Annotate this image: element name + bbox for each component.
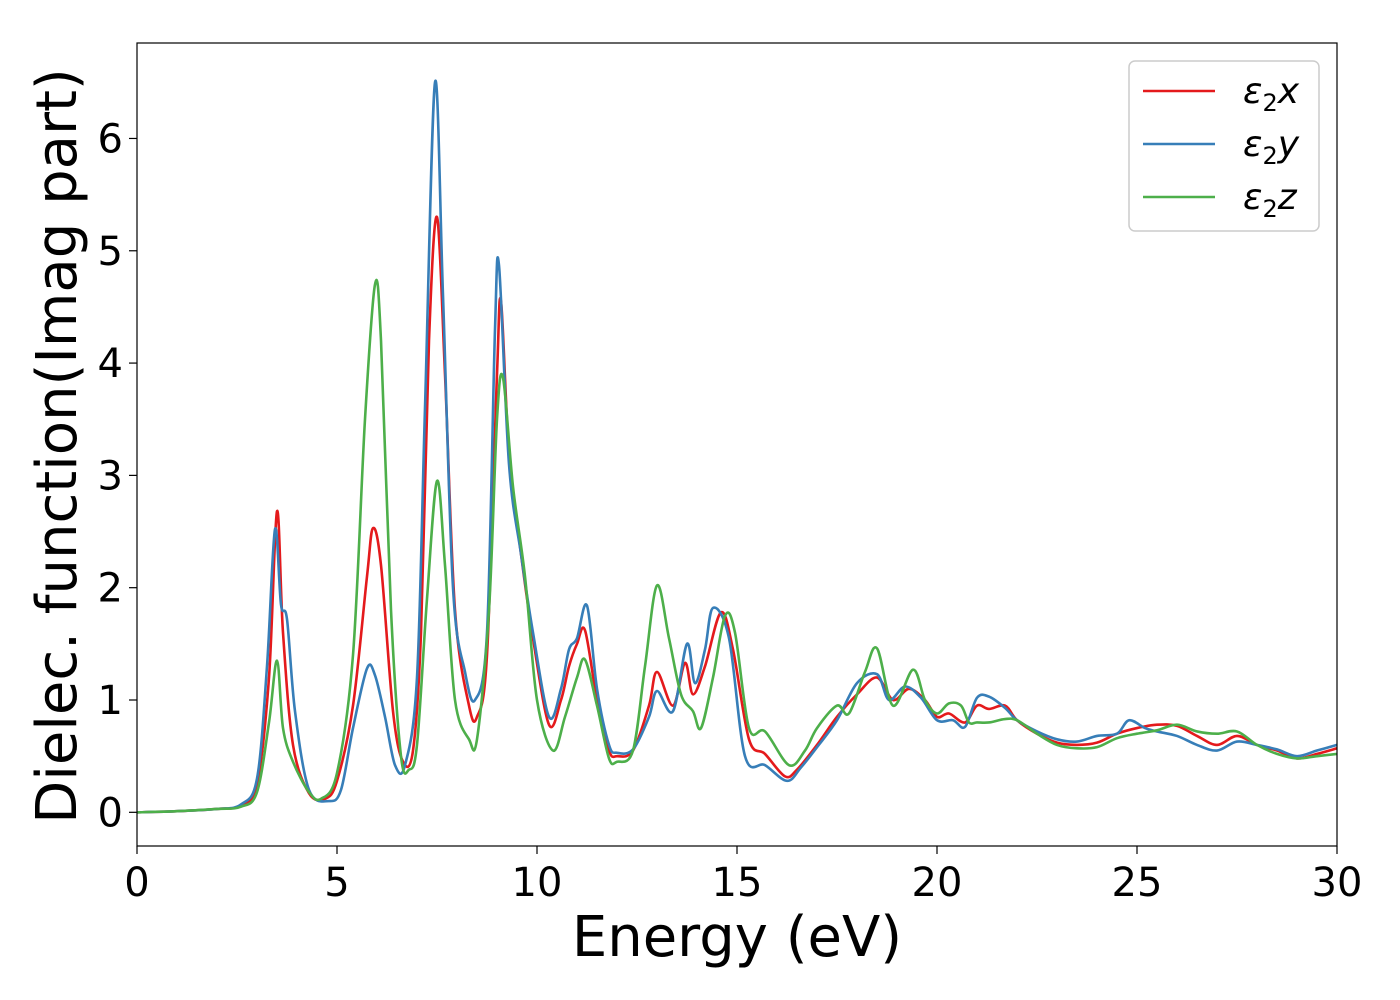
legend: ε2x ε2y ε2z xyxy=(1128,60,1320,232)
x-tick-label: 25 xyxy=(1112,860,1163,906)
y-axis-title: Dielec. function(Imag part) xyxy=(25,68,90,824)
y-tick-label: 2 xyxy=(98,566,123,612)
plot-frame xyxy=(136,42,1338,847)
y-axis-ticks: 0 1 2 3 4 5 6 xyxy=(98,116,137,836)
y-tick-label: 5 xyxy=(98,229,123,275)
legend-label-eps2z: ε2z xyxy=(1243,177,1298,223)
x-tick-label: 20 xyxy=(912,860,963,906)
x-axis-ticks: 0 5 10 15 20 25 30 xyxy=(124,846,1362,906)
x-tick-label: 15 xyxy=(712,860,763,906)
y-tick-label: 3 xyxy=(98,453,123,499)
x-tick-label: 0 xyxy=(124,860,149,906)
legend-label-eps2y: ε2y xyxy=(1243,124,1300,170)
x-tick-label: 10 xyxy=(512,860,563,906)
y-tick-label: 4 xyxy=(98,341,123,387)
plot-area xyxy=(137,79,1337,814)
series-line-eps2z xyxy=(137,278,1337,814)
x-tick-label: 5 xyxy=(324,860,349,906)
y-tick-label: 0 xyxy=(98,790,123,836)
legend-label-eps2x: ε2x xyxy=(1243,71,1300,117)
x-tick-label: 30 xyxy=(1312,860,1363,906)
y-tick-label: 1 xyxy=(98,678,123,724)
series-line-eps2y xyxy=(137,79,1337,814)
y-tick-label: 6 xyxy=(98,116,123,162)
legend-box xyxy=(1128,60,1320,232)
series-line-eps2x xyxy=(137,215,1337,814)
x-axis-title: Energy (eV) xyxy=(572,905,902,970)
